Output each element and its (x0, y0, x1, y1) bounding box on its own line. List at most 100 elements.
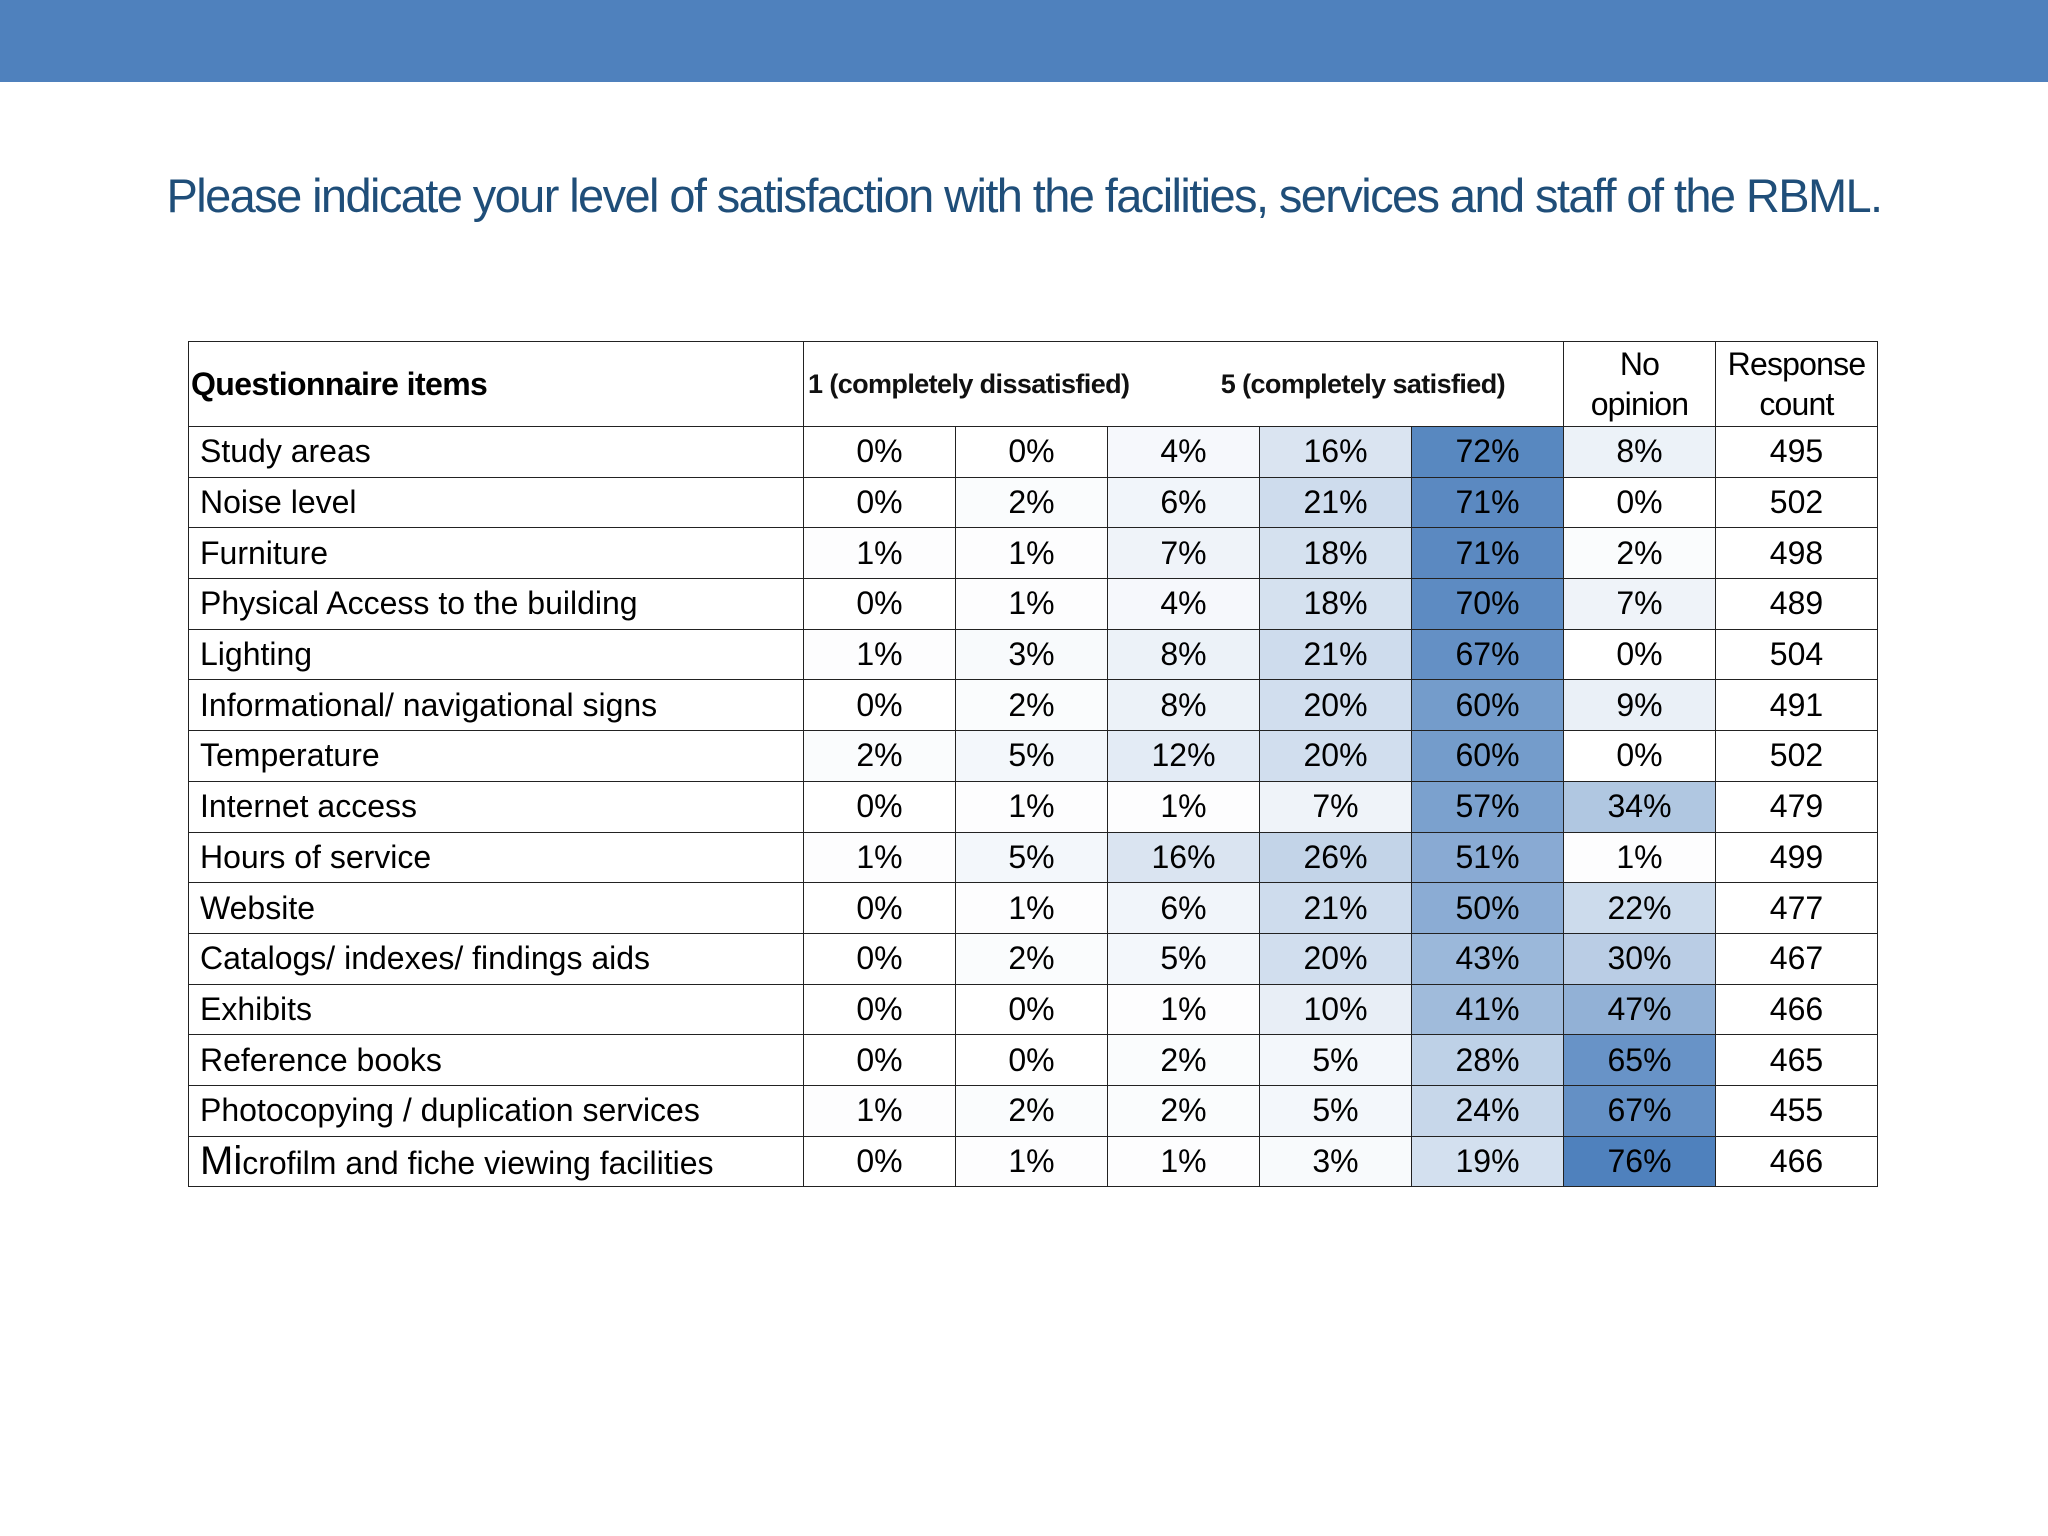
no-opinion-cell: 65% (1563, 1034, 1716, 1086)
score-1-cell: 1% (803, 628, 956, 681)
item-label-initial: Mi (200, 1138, 243, 1183)
response-count-cell: 491 (1715, 679, 1878, 732)
score-1-cell: 1% (803, 831, 956, 884)
table-row: Catalogs/ indexes/ findings aids 0% 2% 5% 20… (188, 932, 1878, 985)
score-4-cell: 20% (1259, 932, 1412, 985)
score-3-cell: 6% (1107, 882, 1260, 934)
response-count-cell: 499 (1715, 831, 1878, 884)
score-5-cell: 41% (1411, 983, 1564, 1036)
score-3-cell: 2% (1107, 1084, 1260, 1137)
score-2-cell: 1% (955, 1135, 1108, 1188)
item-label-rest: crofilm and fiche viewing facilities (242, 1144, 714, 1181)
score-5-cell: 24% (1411, 1084, 1564, 1137)
score-2-cell: 1% (955, 780, 1108, 833)
score-3-cell: 1% (1107, 780, 1260, 833)
score-4-cell: 21% (1259, 628, 1412, 681)
item-label: Furniture (188, 527, 804, 580)
score-2-cell: 0% (955, 983, 1108, 1036)
no-opinion-line1: No (1619, 346, 1660, 382)
item-label: Hours of service (188, 831, 804, 884)
response-count-cell: 477 (1715, 882, 1878, 934)
response-count-cell: 502 (1715, 476, 1878, 529)
score-2-cell: 2% (955, 932, 1108, 985)
score-3-cell: 16% (1107, 831, 1260, 884)
no-opinion-cell: 0% (1563, 730, 1716, 782)
score-2-cell: 1% (955, 527, 1108, 580)
score-4-cell: 10% (1259, 983, 1412, 1036)
table-row: Noise level 0% 2% 6% 21% 71% 0% 502 (188, 476, 1878, 529)
score-3-cell: 4% (1107, 426, 1260, 478)
score-4-cell: 5% (1259, 1084, 1412, 1137)
score-1-cell: 0% (803, 679, 956, 732)
no-opinion-cell: 7% (1563, 578, 1716, 630)
score-3-cell: 1% (1107, 1135, 1260, 1188)
header-row: Questionnaire items 1 (completely dissat… (188, 341, 1878, 427)
no-opinion-cell: 34% (1563, 780, 1716, 833)
no-opinion-cell: 0% (1563, 476, 1716, 529)
slide-title: Please indicate your level of satisfacti… (166, 169, 1884, 222)
score-1-cell: 0% (803, 932, 956, 985)
no-opinion-cell: 47% (1563, 983, 1716, 1036)
score-3-cell: 4% (1107, 578, 1260, 630)
response-count-line2: count (1759, 386, 1834, 422)
table-row: Hours of service 1% 5% 16% 26% 51% 1% 499 (188, 831, 1878, 884)
score-2-cell: 2% (955, 679, 1108, 732)
item-label: Study areas (188, 426, 804, 478)
item-label: Temperature (188, 730, 804, 782)
score-3-cell: 8% (1107, 679, 1260, 732)
satisfaction-scale-header: 1 (completely dissatisfied) 5 (completel… (803, 341, 1564, 427)
score-3-cell: 1% (1107, 983, 1260, 1036)
top-accent-bar (0, 0, 2048, 82)
score-2-cell: 0% (955, 426, 1108, 478)
score-2-cell: 1% (955, 578, 1108, 630)
score-1-cell: 0% (803, 1034, 956, 1086)
item-label: Internet access (188, 780, 804, 833)
score-5-cell: 71% (1411, 476, 1564, 529)
no-opinion-cell: 9% (1563, 679, 1716, 732)
table-row: Website 0% 1% 6% 21% 50% 22% 477 (188, 882, 1878, 934)
score-4-cell: 5% (1259, 1034, 1412, 1086)
table-row: Informational/ navigational signs 0% 2% 8% 2… (188, 679, 1878, 732)
item-label: Physical Access to the building (188, 578, 804, 630)
item-label: Catalogs/ indexes/ findings aids (188, 932, 804, 985)
score-5-cell: 70% (1411, 578, 1564, 630)
no-opinion-cell: 8% (1563, 426, 1716, 478)
score-1-cell: 1% (803, 1084, 956, 1137)
score-4-cell: 20% (1259, 730, 1412, 782)
score-1-cell: 0% (803, 780, 956, 833)
no-opinion-cell: 22% (1563, 882, 1716, 934)
score-1-cell: 0% (803, 882, 956, 934)
response-count-cell: 455 (1715, 1084, 1878, 1137)
response-count-line1: Response (1727, 346, 1867, 382)
score-5-cell: 67% (1411, 628, 1564, 681)
score-4-cell: 18% (1259, 527, 1412, 580)
no-opinion-header: No opinion (1563, 341, 1716, 427)
score-4-cell: 3% (1259, 1135, 1412, 1188)
score-1-cell: 2% (803, 730, 956, 782)
response-count-cell: 489 (1715, 578, 1878, 630)
table-row: Study areas 0% 0% 4% 16% 72% 8% 495 (188, 426, 1878, 478)
item-label: Website (188, 882, 804, 934)
response-count-header: Response count (1715, 341, 1878, 427)
response-count-cell: 465 (1715, 1034, 1878, 1086)
score-5-cell: 60% (1411, 679, 1564, 732)
score-4-cell: 18% (1259, 578, 1412, 630)
score-1-cell: 0% (803, 426, 956, 478)
score-5-cell: 57% (1411, 780, 1564, 833)
table-row: Exhibits 0% 0% 1% 10% 41% 47% 466 (188, 983, 1878, 1036)
table-row: Furniture 1% 1% 7% 18% 71% 2% 498 (188, 527, 1878, 580)
no-opinion-line2: opinion (1590, 386, 1689, 422)
no-opinion-cell: 0% (1563, 628, 1716, 681)
score-2-cell: 5% (955, 730, 1108, 782)
table-row: Photocopying / duplication services 1% 2% 2… (188, 1084, 1878, 1137)
item-label: Reference books (188, 1034, 804, 1086)
table-body: Study areas 0% 0% 4% 16% 72% 8% 495 Noise level 0… (188, 426, 1878, 1188)
score-4-cell: 20% (1259, 679, 1412, 732)
no-opinion-cell: 76% (1563, 1135, 1716, 1188)
score-5-cell: 72% (1411, 426, 1564, 478)
table-row: Lighting 1% 3% 8% 21% 67% 0% 504 (188, 628, 1878, 681)
item-label: Photocopying / duplication services (188, 1084, 804, 1137)
response-count-cell: 466 (1715, 1135, 1878, 1188)
score-4-cell: 21% (1259, 882, 1412, 934)
score-1-cell: 1% (803, 527, 956, 580)
